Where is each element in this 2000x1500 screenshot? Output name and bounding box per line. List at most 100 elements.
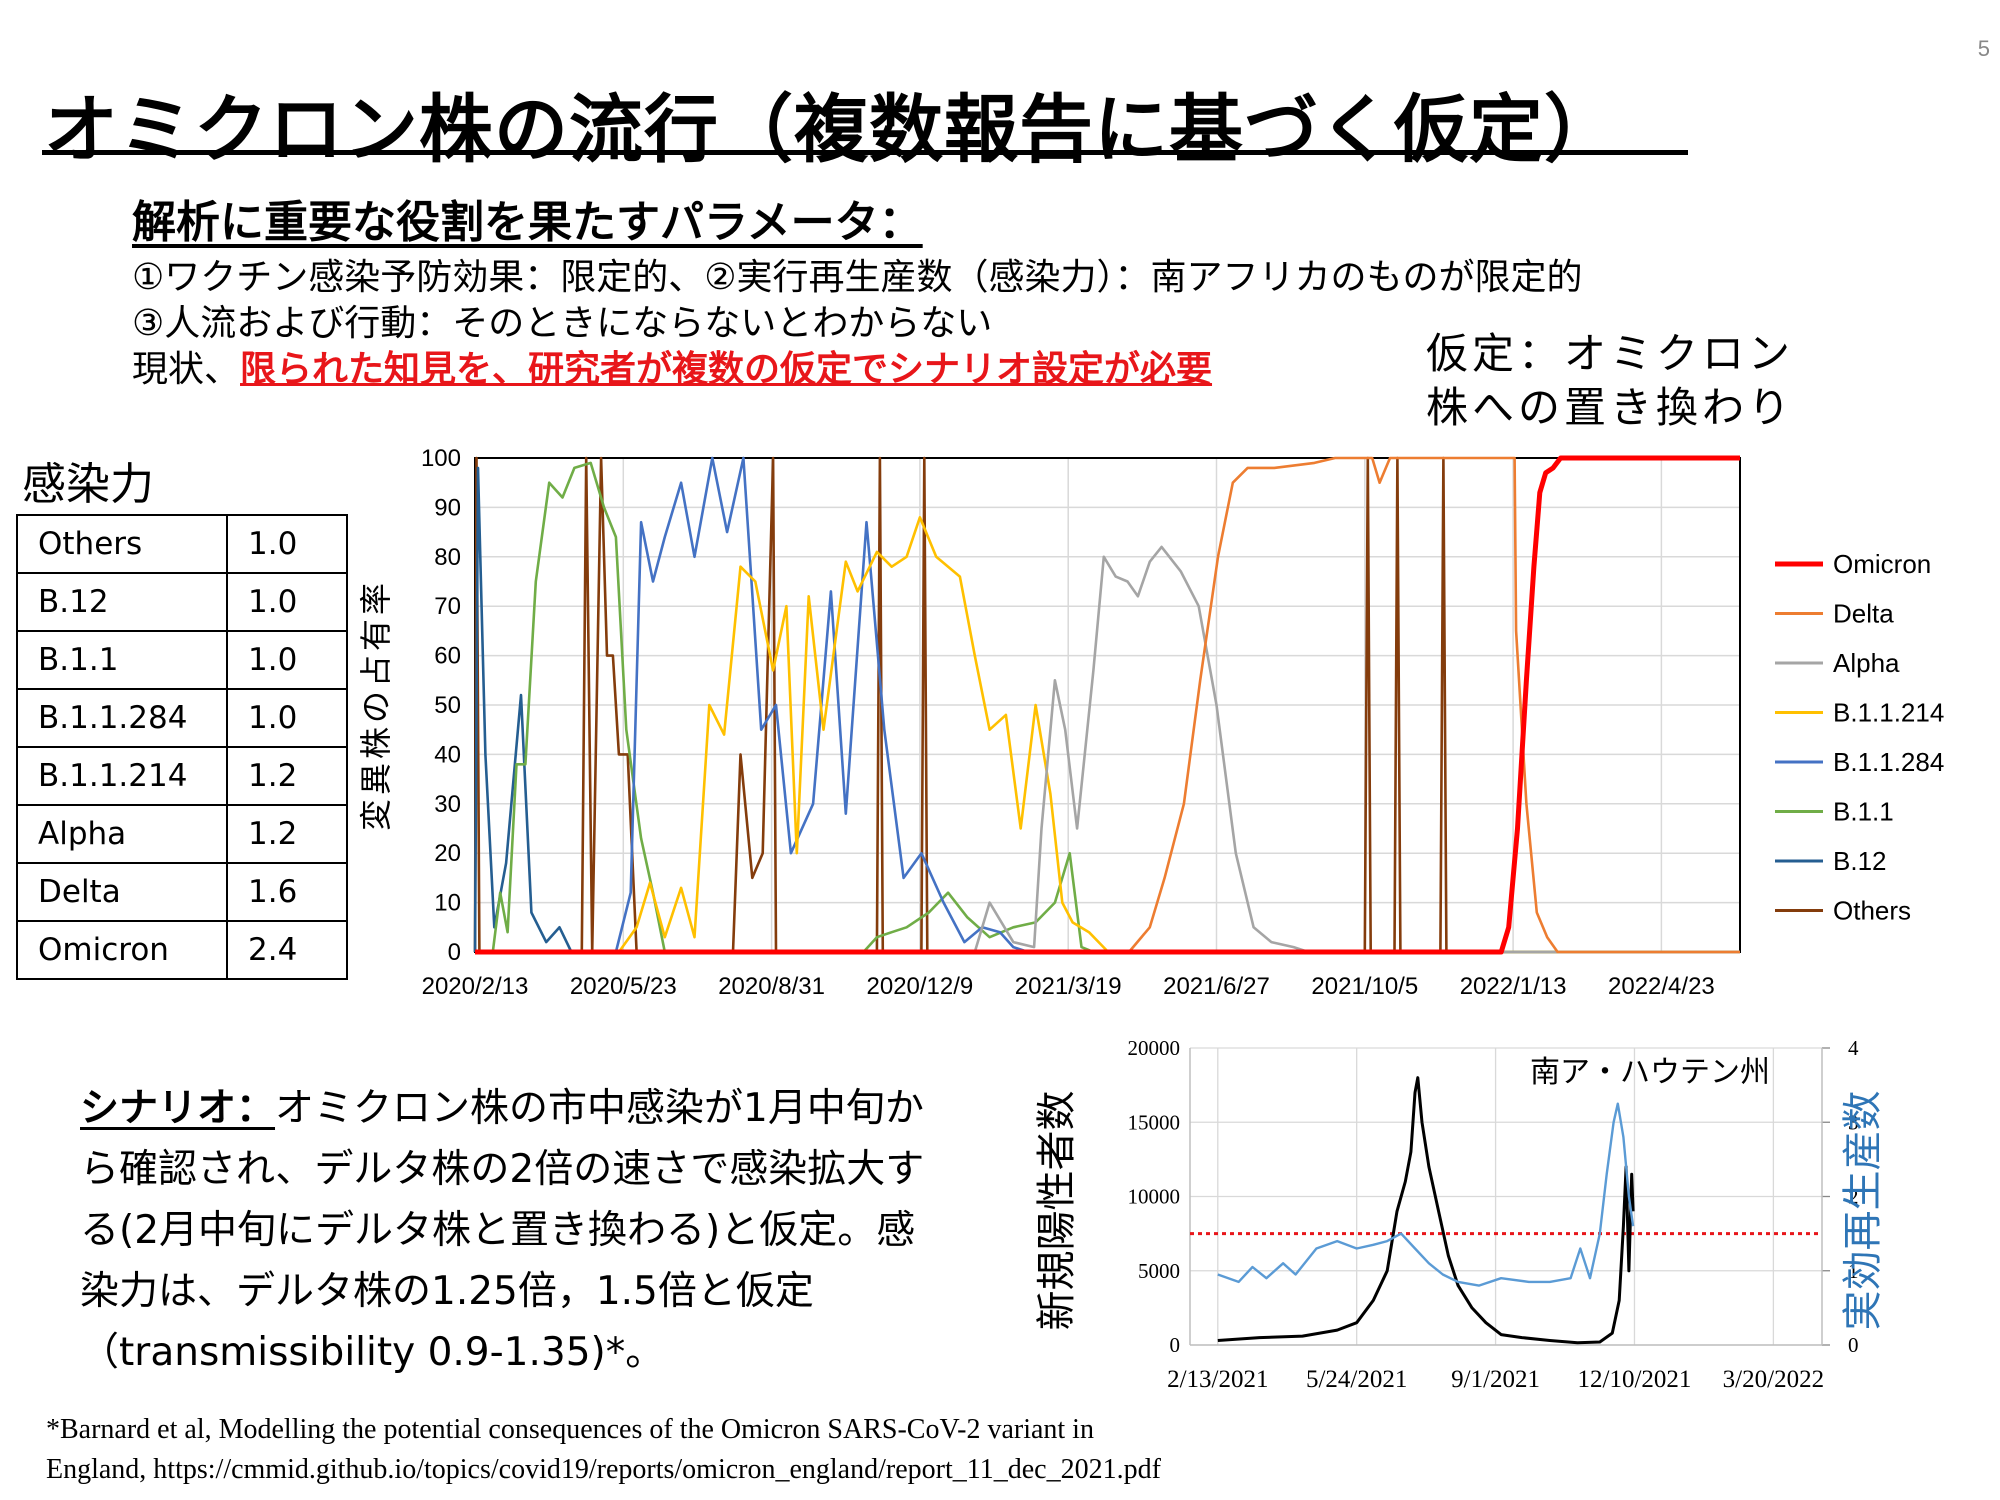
- y-tick-label: 20: [434, 840, 461, 867]
- y-tick-label: 60: [434, 643, 461, 670]
- variant-infectivity: 1.6: [226, 862, 348, 922]
- x-tick-label: 2021/10/5: [1311, 973, 1418, 1000]
- x-tick-label: 2020/2/13: [422, 973, 529, 1000]
- table-row: B.12 1.0: [16, 572, 348, 632]
- left-y-tick-label: 20000: [1128, 1036, 1181, 1060]
- variant-infectivity: 1.2: [226, 804, 348, 864]
- table-row: Delta 1.6: [16, 862, 348, 922]
- series-line-b-1-1-284: [475, 456, 1740, 954]
- legend-label: B.1.1: [1833, 797, 1894, 827]
- page-number: 5: [1977, 36, 1990, 61]
- footnote: *Barnard et al, Modelling the potential …: [46, 1410, 1161, 1490]
- x-tick-label: 2022/1/13: [1460, 973, 1567, 1000]
- series-line-b-1-1-214: [475, 516, 1740, 954]
- left-y-tick-label: 5000: [1138, 1259, 1180, 1283]
- y-tick-label: 40: [434, 741, 461, 768]
- x-tick-label: 2021/6/27: [1163, 973, 1270, 1000]
- variant-infectivity: 1.0: [226, 630, 348, 690]
- right-y-tick-label: 3: [1848, 1110, 1859, 1134]
- series-line-b-1-1: [475, 461, 1740, 954]
- table-row: B.1.1.284 1.0: [16, 688, 348, 748]
- x-tick-label: 3/20/2022: [1723, 1366, 1824, 1393]
- legend-label: B.1.1.214: [1833, 698, 1944, 728]
- series-line-omicron: [475, 455, 1740, 955]
- table-row: Others 1.0: [16, 514, 348, 574]
- table-row: B.1.1 1.0: [16, 630, 348, 690]
- variant-share-chart: 0 10 20 30 40 50 60 70 80 90 100 2020/2/13 2020/5/23…: [357, 445, 1944, 1000]
- new-cases-line: [1217, 1076, 1635, 1345]
- variant-infectivity: 1.0: [226, 514, 348, 574]
- variant-name: B.1.1.284: [16, 688, 228, 748]
- scenario-heading: シナリオ：: [80, 1086, 276, 1131]
- y-tick-label: 70: [434, 593, 461, 620]
- variant-infectivity: 1.2: [226, 746, 348, 806]
- series-line-alpha: [475, 545, 1740, 954]
- parameters-line-2: ③人流および行動：そのときにならないとわからない: [132, 303, 993, 344]
- series-line-delta: [475, 456, 1740, 954]
- footnote-line-2: England, https://cmmid.github.io/topics/…: [46, 1454, 1161, 1485]
- legend-label: Others: [1833, 896, 1911, 926]
- reproduction-number-line: [1217, 1102, 1635, 1287]
- infectivity-table: Others 1.0 B.12 1.0 B.1.1 1.0 B.1.1.284 1.0 …: [16, 514, 348, 980]
- x-tick-label: 2021/3/19: [1015, 973, 1122, 1000]
- legend-label: Alpha: [1833, 648, 1900, 678]
- assumption-line-2: 株への置き換わり: [1426, 383, 1795, 432]
- x-tick-label: 2020/8/31: [718, 973, 825, 1000]
- x-tick-label: 2020/12/9: [867, 973, 974, 1000]
- x-tick-label: 2022/4/23: [1608, 973, 1715, 1000]
- table-row: Omicron 2.4: [16, 920, 348, 980]
- y-tick-label: 50: [434, 692, 461, 719]
- parameters-line-1: ①ワクチン感染予防効果：限定的、②実行再生産数（感染力）：南アフリカのものが限定…: [132, 257, 1583, 298]
- y-tick-label: 0: [448, 939, 461, 966]
- status-highlight: 限られた知見を、研究者が複数の仮定でシナリオ設定が必要: [240, 349, 1213, 390]
- parameters-heading: 解析に重要な役割を果たすパラメータ：: [132, 197, 923, 248]
- x-tick-label: 9/1/2021: [1451, 1366, 1540, 1393]
- infectivity-table-title: 感染力: [22, 459, 154, 510]
- title-underline: [42, 150, 1688, 155]
- right-y-tick-label: 2: [1848, 1185, 1859, 1209]
- table-row: B.1.1.214 1.2: [16, 746, 348, 806]
- variant-name: B.1.1.214: [16, 746, 228, 806]
- legend-label: B.12: [1833, 846, 1887, 876]
- right-y-tick-label: 4: [1848, 1036, 1859, 1060]
- left-y-tick-label: 0: [1170, 1333, 1181, 1357]
- left-y-tick-label: 15000: [1128, 1110, 1181, 1134]
- legend-label: Delta: [1833, 599, 1894, 629]
- variant-name: Delta: [16, 862, 228, 922]
- variant-name: Others: [16, 514, 228, 574]
- status-prefix: 現状、: [132, 349, 241, 390]
- chart-title: 南ア・ハウテン州: [1530, 1055, 1770, 1090]
- variant-infectivity: 2.4: [226, 920, 348, 980]
- slide-title: オミクロン株の流行（複数報告に基づく仮定）: [44, 87, 1619, 173]
- legend-label: B.1.1.284: [1833, 747, 1944, 777]
- gauteng-cases-chart: 0 5000 10000 15000 20000 0 1 2 3 4 2/13/2021 5/24/2…: [1034, 1036, 1886, 1393]
- right-y-tick-label: 0: [1848, 1333, 1859, 1357]
- assumption-line-1: 仮定：オミクロン: [1426, 329, 1795, 378]
- variant-name: Omicron: [16, 920, 228, 980]
- variant-name: B.12: [16, 572, 228, 632]
- variant-name: B.1.1: [16, 630, 228, 690]
- right-y-axis-label: 実効再生産数: [1840, 1091, 1886, 1331]
- footnote-line-1: *Barnard et al, Modelling the potential …: [46, 1414, 1094, 1445]
- scenario-body: オミクロン株の市中感染が1月中旬から確認され、デルタ株の2倍の速さで感染拡大する…: [80, 1086, 925, 1375]
- y-tick-label: 100: [421, 445, 461, 472]
- y-tick-label: 10: [434, 890, 461, 917]
- scenario-text: シナリオ：オミクロン株の市中感染が1月中旬から確認され、デルタ株の2倍の速さで感…: [80, 1078, 940, 1383]
- variant-name: Alpha: [16, 804, 228, 864]
- left-y-tick-label: 10000: [1128, 1185, 1181, 1209]
- y-axis-label: 変異株の占有率: [357, 579, 395, 831]
- x-tick-label: 12/10/2021: [1578, 1366, 1692, 1393]
- status-line: 現状、限られた知見を、研究者が複数の仮定でシナリオ設定が必要: [132, 340, 1212, 392]
- x-tick-label: 5/24/2021: [1306, 1366, 1407, 1393]
- variant-infectivity: 1.0: [226, 688, 348, 748]
- x-tick-label: 2/13/2021: [1167, 1366, 1268, 1393]
- variant-infectivity: 1.0: [226, 572, 348, 632]
- legend-label: Omicron: [1833, 549, 1931, 579]
- y-tick-label: 30: [434, 791, 461, 818]
- x-tick-label: 2020/5/23: [570, 973, 677, 1000]
- series-line-b-12: [473, 466, 1740, 954]
- right-y-tick-label: 1: [1848, 1259, 1859, 1283]
- y-tick-label: 80: [434, 544, 461, 571]
- table-row: Alpha 1.2: [16, 804, 348, 864]
- y-tick-label: 90: [434, 494, 461, 521]
